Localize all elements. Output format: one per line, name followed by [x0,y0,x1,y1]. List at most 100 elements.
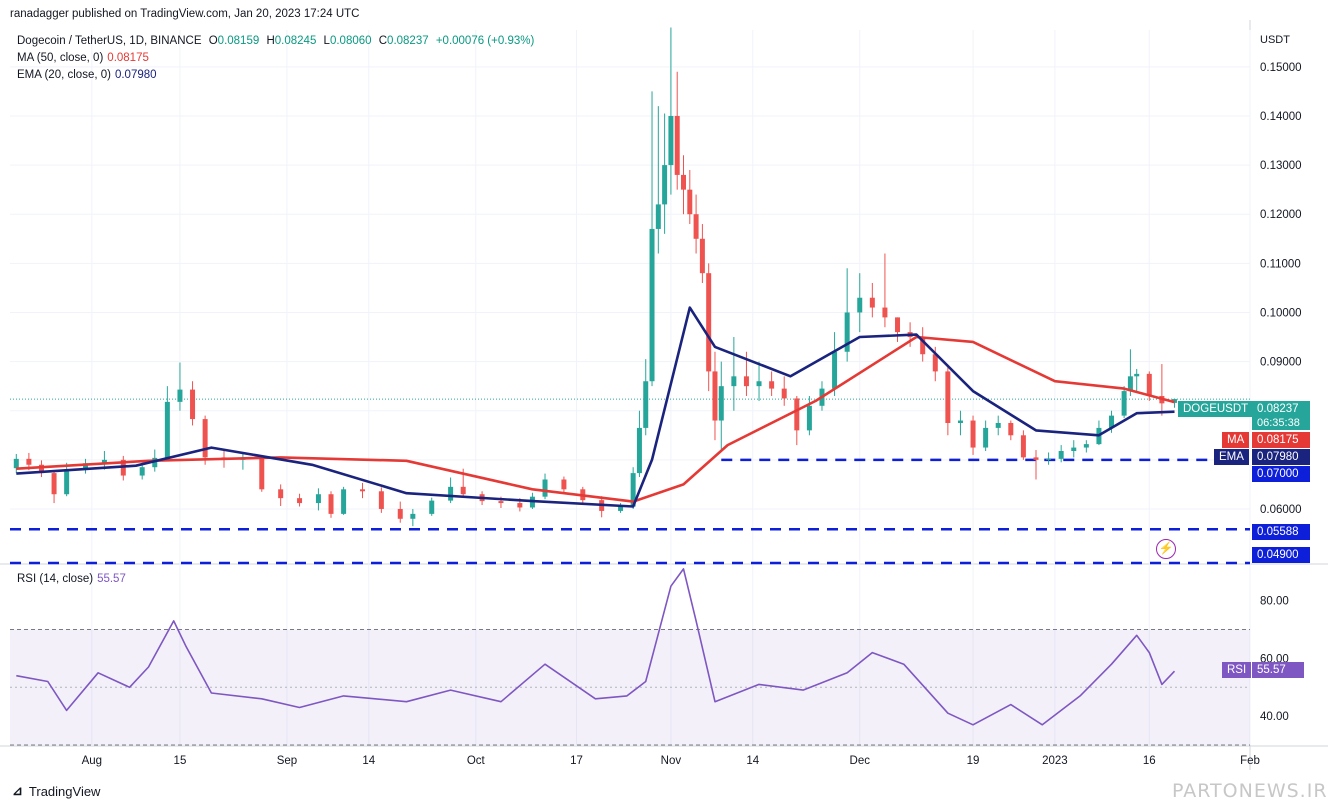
candle-body [152,457,158,468]
candle-body [1033,457,1039,460]
support-levels [10,398,1250,565]
rsi-legend[interactable]: RSI (14, close) 55.57 [17,573,126,585]
publish-info: ranadagger published on TradingView.com,… [10,8,360,20]
candle-body [995,422,1001,428]
time-tick-label: 15 [174,755,187,767]
last-price-label: 0.08237 [1252,401,1310,417]
candle-body [278,489,284,499]
ema-legend[interactable]: EMA (20, close, 0) 0.07980 [17,69,157,81]
ema-legend-value: 0.07980 [114,69,157,81]
candle-body [498,501,504,504]
time-tick-label: Aug [82,755,102,767]
candle-body [769,381,775,389]
watermark: PARTONEWS.IR [1172,780,1328,802]
candle-body [618,506,624,511]
rsi-legend-label: RSI (14, close) [17,573,94,585]
lightning-icon[interactable]: ⚡ [1156,539,1176,559]
candle-body [164,401,170,458]
time-tick-label: Nov [661,755,682,767]
time-tick-label: 16 [1143,755,1156,767]
candle-body [64,469,70,495]
ema-legend-label: EMA (20, close, 0) [17,69,111,81]
candle-body [1109,415,1115,428]
candle-body [674,115,680,175]
time-tick-label: Dec [850,755,871,767]
rsi-line [16,568,1176,726]
candle-body [649,228,655,382]
high-label: H [266,35,275,47]
rsi-value-label: 55.57 [1252,662,1304,678]
candle-body [1046,458,1052,460]
ma-price-label: 0.08175 [1252,432,1310,448]
price-tick-label: 0.11000 [1260,258,1301,270]
ema-tag: EMA [1214,449,1249,465]
candle-body [460,486,466,495]
candle-body [844,312,850,352]
candle-body [297,498,303,504]
axis-labels: 0.060000.070000.080000.090000.100000.110… [82,62,1302,767]
candle-body [38,464,44,474]
support-label-2: 0.05588 [1252,524,1310,540]
price-tick-label: 0.06000 [1260,504,1302,516]
price-tick-label: 0.13000 [1260,160,1302,172]
candle-body [731,376,737,387]
candle-body [359,489,365,492]
candle-body [693,214,699,239]
candle-body [202,419,208,458]
low-value: 0.08060 [329,35,372,47]
time-tick-label: 14 [362,755,375,767]
time-tick-label: Feb [1240,755,1260,767]
candle-body [832,351,838,389]
time-tick-label: 19 [967,755,980,767]
change-value: +0.00076 (+0.93%) [435,35,535,47]
rsi-legend-value: 55.57 [97,573,126,585]
time-tick-label: 2023 [1042,755,1068,767]
candle-body [681,174,687,190]
candle-body [429,500,435,514]
candle-body [794,398,800,431]
candle-body [945,371,951,423]
candle-body [643,381,649,428]
price-tick-label: 0.10000 [1260,307,1302,319]
candle-body [970,420,976,448]
ma-legend-value: 0.08175 [107,52,149,64]
rsi-tick-label: 40.00 [1260,711,1289,723]
symbol-legend: Dogecoin / TetherUS, 1D, BINANCE O0.0815… [17,35,534,47]
ema-line [16,306,1175,508]
candle-body [190,389,196,420]
candlesticks [13,27,1177,527]
symbol-name: Dogecoin / TetherUS, 1D, BINANCE [17,35,202,47]
candle-body [662,165,668,205]
price-tick-label: 0.12000 [1260,209,1302,221]
ma-tag: MA [1222,432,1250,448]
candle-body [630,473,636,507]
rsi-band [10,629,1250,746]
candle-body [410,513,416,519]
candle-body [920,337,926,355]
candle-body [315,494,321,504]
time-tick-label: Oct [467,755,486,767]
candle-body [687,189,693,215]
candle-body [1134,373,1140,377]
candle-body [1020,435,1026,458]
candle-body [932,354,938,372]
high-value: 0.08245 [274,35,317,47]
currency-label: USDT [1260,34,1290,46]
candle-body [13,458,19,469]
candle-body [26,458,32,465]
ma-legend-label: MA (50, close, 0) [17,52,104,64]
candle-body [1121,391,1127,416]
tradingview-logo-icon: ⊿ [12,783,23,798]
rsi-tag: RSI [1222,662,1252,678]
candle-body [378,491,384,509]
candle-body [101,459,107,464]
brand-name: TradingView [28,783,101,799]
ma-legend[interactable]: MA (50, close, 0) 0.08175 [17,52,149,64]
candle-body [1008,422,1014,436]
candle-body [957,420,963,423]
support-label-1: 0.07000 [1252,466,1310,482]
low-label: L [323,35,330,47]
price-tick-label: 0.09000 [1260,357,1302,369]
candle-body [259,457,265,490]
